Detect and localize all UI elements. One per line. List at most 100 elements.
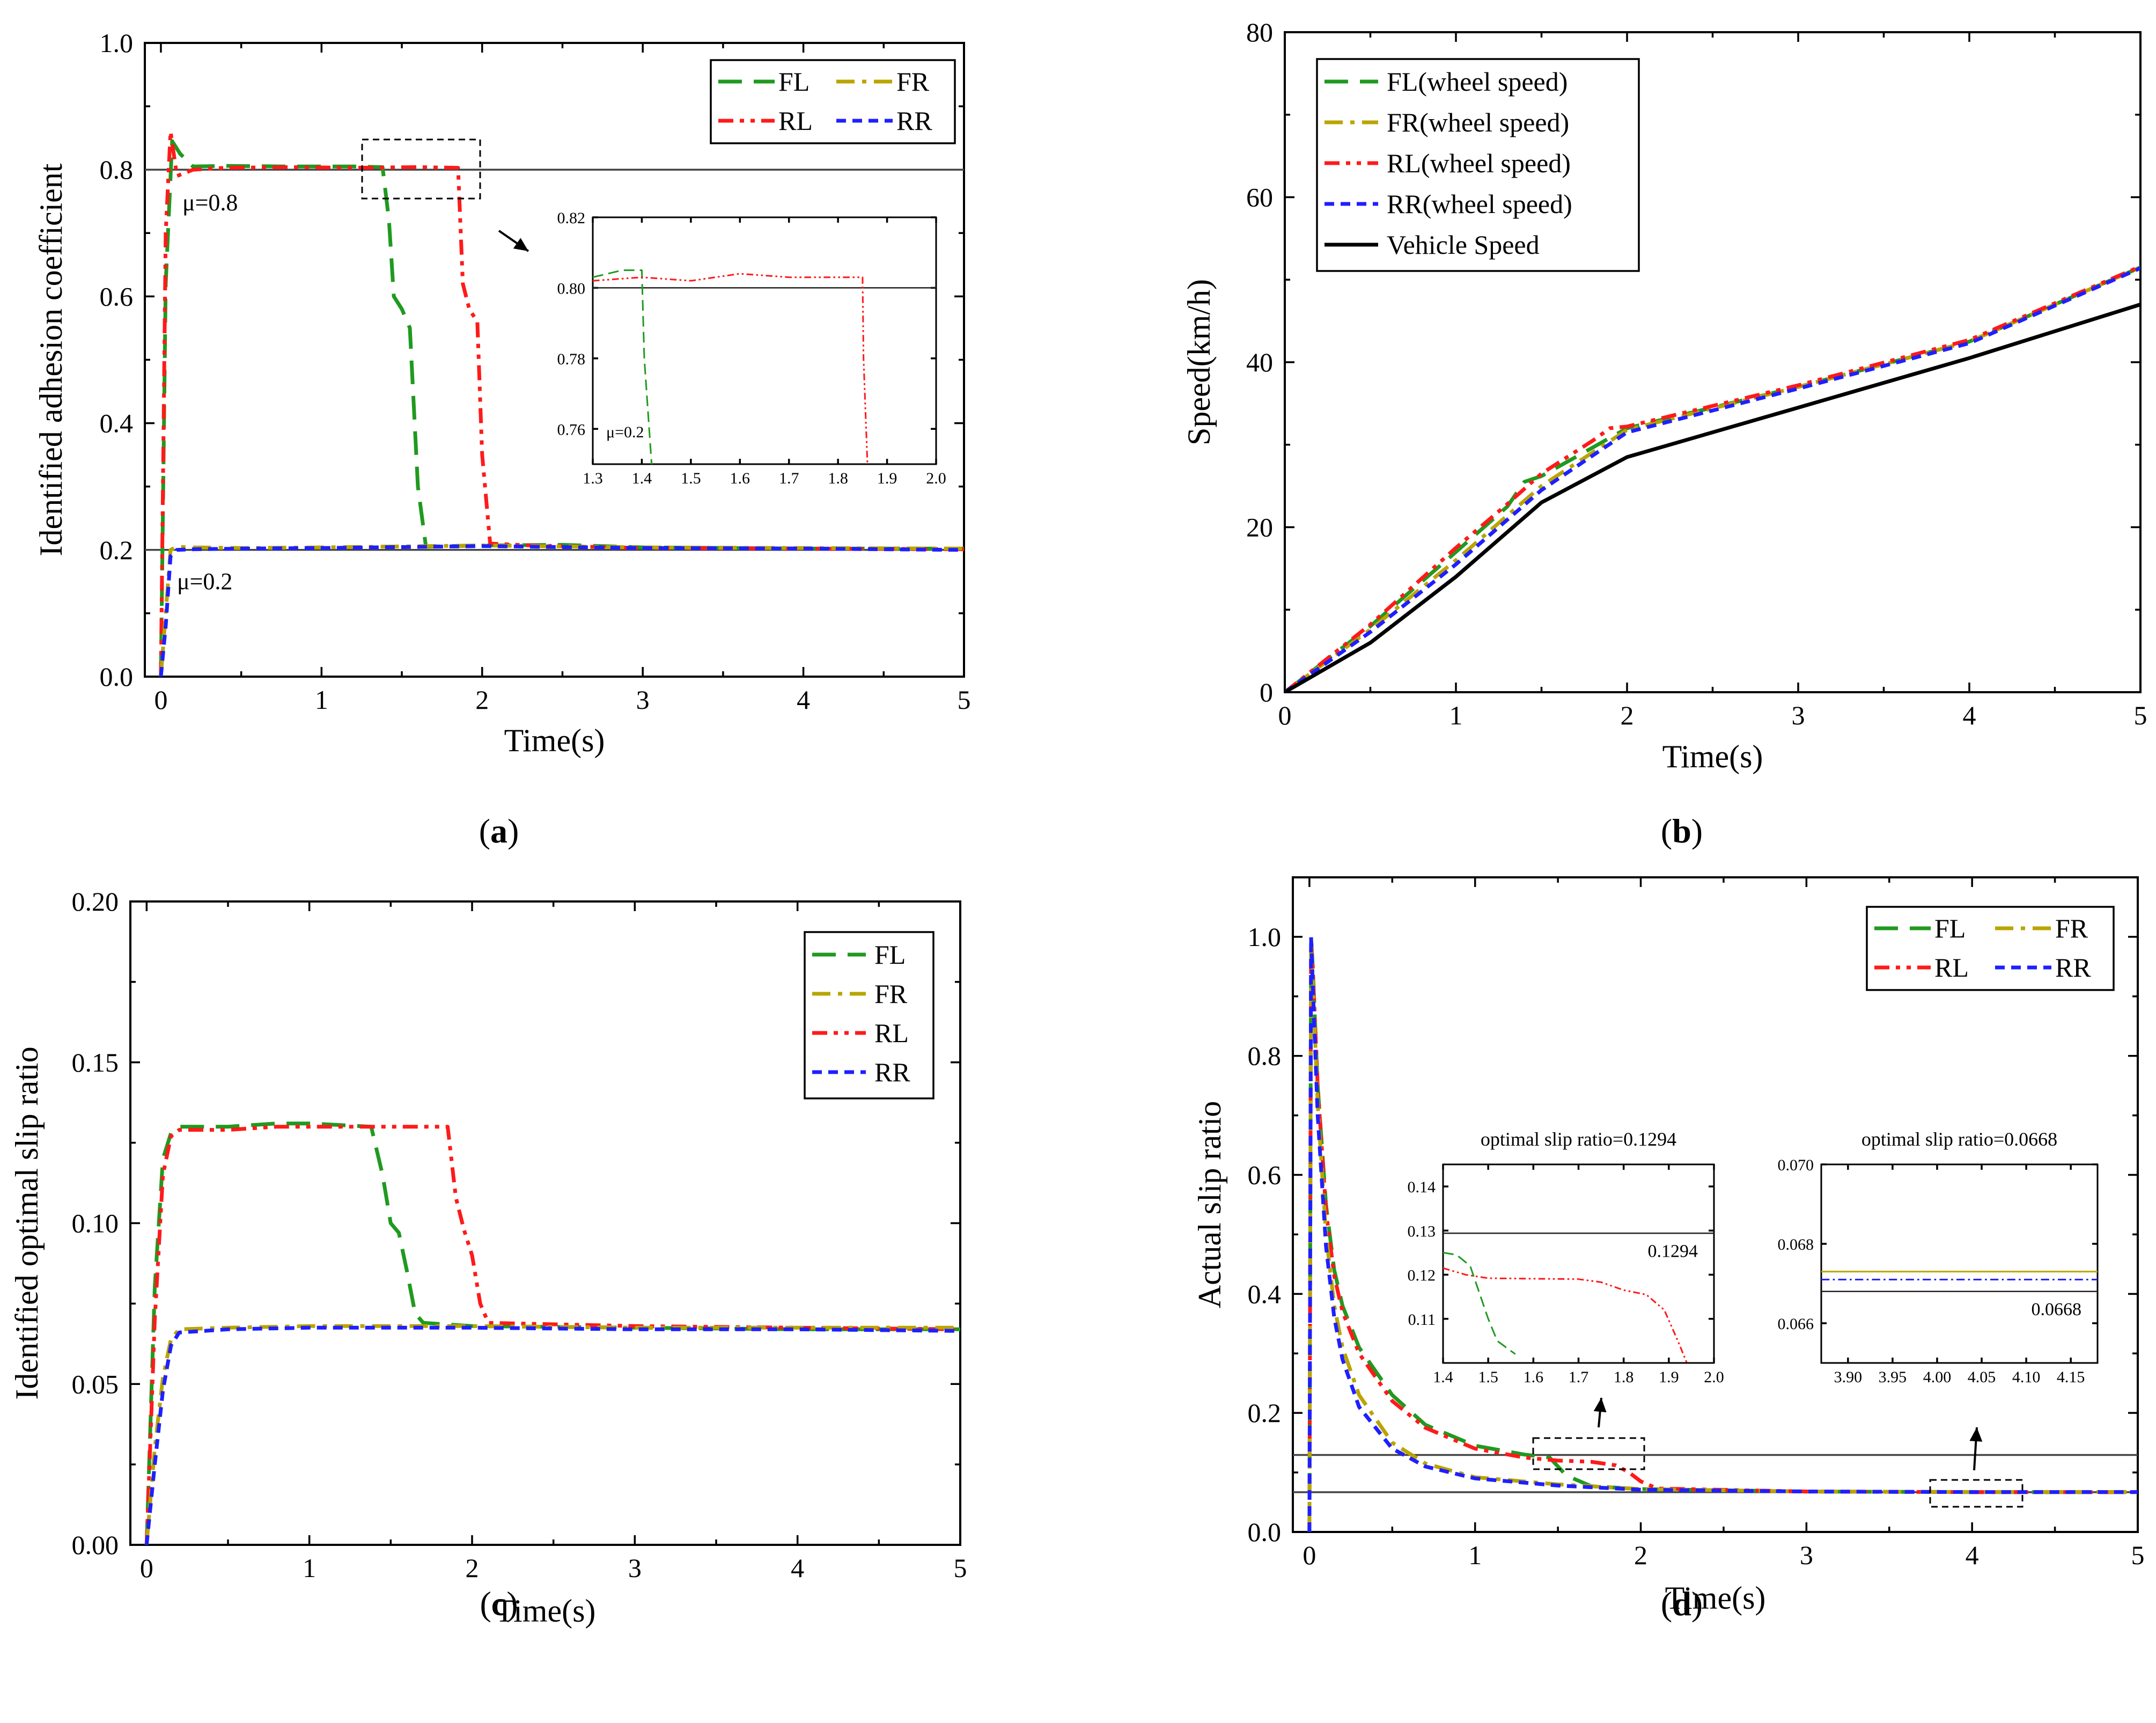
legend: FL(wheel speed) FR(wheel speed) RL(wheel s… [1316,58,1640,272]
legend: FL FR RL RR [710,59,956,144]
legend-label: RL [874,1018,909,1048]
series-line-rlwheelspeed [1285,265,2140,692]
legend: FL FR RL RR [804,931,934,1099]
inset-x-tick-label: 3.90 [1834,1368,1863,1386]
inset-reference-annotation: 0.0668 [2032,1300,2082,1319]
panel-label-letter: b [1672,812,1691,850]
inset-x-tick-label: 1.8 [1614,1368,1634,1386]
x-axis-title: Time(s) [504,723,605,758]
y-tick-label: 0.4 [1248,1279,1282,1309]
y-axis-title: Actual slip ratio [1192,1101,1227,1309]
x-tick-label: 3 [1800,1540,1813,1570]
series-line-rr [1307,935,2138,1532]
legend-label: FL [778,67,810,97]
y-tick-label: 0 [1260,677,1273,707]
legend-label: RL [778,106,813,136]
x-tick-label: 2 [475,685,489,715]
legend-label: FR [874,979,908,1009]
inset-mu-annotation: μ=0.2 [606,423,644,441]
y-tick-label: 0.4 [100,408,134,438]
legend-label: FL(wheel speed) [1387,67,1568,97]
x-tick-label: 5 [2131,1540,2145,1570]
x-tick-label: 1 [1449,700,1463,730]
y-tick-label: 0.0 [1248,1517,1282,1547]
y-tick-label: 0.8 [100,155,134,185]
series-group-inset [1821,1271,2098,1281]
inset-x-tick-label: 1.5 [1478,1368,1498,1386]
x-tick-label: 4 [791,1553,804,1583]
inset-x-tick-label: 1.8 [828,470,848,487]
legend: FL FR RL RR [1866,906,2115,991]
legend-label: FR(wheel speed) [1387,107,1569,137]
series-group [144,1121,960,1545]
legend-label: RL(wheel speed) [1387,148,1571,178]
legend-label: FR [896,67,930,97]
legend-label: Vehicle Speed [1387,230,1540,260]
x-tick-label: 5 [954,1553,967,1583]
panel-label-open-paren: ( [1661,812,1672,850]
inset-x-tick-label: 1.9 [1659,1368,1679,1386]
legend-box [710,59,956,144]
inset-y-tick-label: 0.80 [557,280,586,297]
inset-x-tick-label: 4.15 [2057,1368,2085,1386]
legend-label: FL [874,940,906,970]
legend-box [804,931,934,1099]
panel-label: (d) [1661,1585,1703,1623]
inset-title: optimal slip ratio=0.0668 [1861,1128,2057,1150]
inset-plot: 1.3 1.4 1.5 1.6 1.7 1.8 1.9 2.0 0.76 0.78 0.80 0.82… [557,209,946,487]
series-line-rl [593,273,869,464]
inset-x-tick-label: 1.9 [877,470,897,487]
x-tick-label: 1 [315,685,328,715]
plot-frame [1292,876,2139,1533]
legend-label: FL [1934,913,1966,943]
y-tick-label: 0.6 [100,281,134,311]
y-tick-label: 0.0 [100,662,134,692]
inset-x-tick-label: 3.95 [1879,1368,1907,1386]
panel-label-close-paren: ) [506,1585,518,1623]
inset-x-tick-label: 1.4 [1433,1368,1453,1386]
legend-label: FR [2055,913,2088,943]
panel-d: 0 1 2 3 4 5 0.0 0.2 0.4 0.6 0.8 1.0 Time(s) Actual sl… [1192,876,2145,1623]
y-tick-label: 40 [1246,347,1273,377]
series-line-vehiclespeed [1285,303,2140,692]
x-tick-label: 1 [1468,1540,1482,1570]
series-line-fl [144,1121,960,1545]
x-tick-label: 3 [628,1553,642,1583]
x-axis-title: Time(s) [1662,739,1763,774]
series-line-fl [159,139,964,677]
x-axis-title: Time(s) [495,1593,596,1629]
x-tick-label: 2 [1621,700,1634,730]
y-axis-title: Identified optimal slip ratio [9,1046,45,1399]
y-tick-label: 1.0 [1248,922,1282,952]
inset-y-tick-label: 0.14 [1408,1178,1436,1196]
x-tick-label: 4 [1966,1540,1979,1570]
inset-y-tick-label: 0.13 [1408,1222,1436,1240]
x-tick-label: 4 [797,685,810,715]
y-tick-label: 0.05 [72,1369,119,1399]
panel-label-open-paren: ( [1661,1585,1672,1623]
x-tick-label: 2 [1634,1540,1647,1570]
series-line-rl [144,1125,960,1545]
zoom-arrow-head [1969,1427,1983,1442]
series-group [159,129,964,677]
x-tick-label: 0 [1303,1540,1316,1570]
y-axis-title: Speed(km/h) [1181,279,1217,445]
series-group-inset [593,269,869,464]
x-tick-label: 3 [636,685,650,715]
inset-frame [1442,1163,1715,1364]
series-line-fl [593,269,653,464]
inset-y-tick-label: 0.76 [557,421,586,438]
legend-box [1866,906,2115,991]
inset-x-tick-label: 1.5 [681,470,701,487]
series-line-rrwheelspeed [1285,266,2140,692]
inset-y-tick-label: 0.78 [557,350,586,368]
inset-x-tick-label: 2.0 [1704,1368,1724,1386]
panel-label-open-paren: ( [479,812,490,850]
series-line-frwheelspeed [1285,265,2140,692]
x-tick-label: 0 [1278,700,1292,730]
zoom-region-box [361,138,481,200]
inset-x-tick-label: 1.3 [583,470,603,487]
legend-label: RR [896,106,932,136]
inset-x-tick-label: 4.00 [1923,1368,1952,1386]
